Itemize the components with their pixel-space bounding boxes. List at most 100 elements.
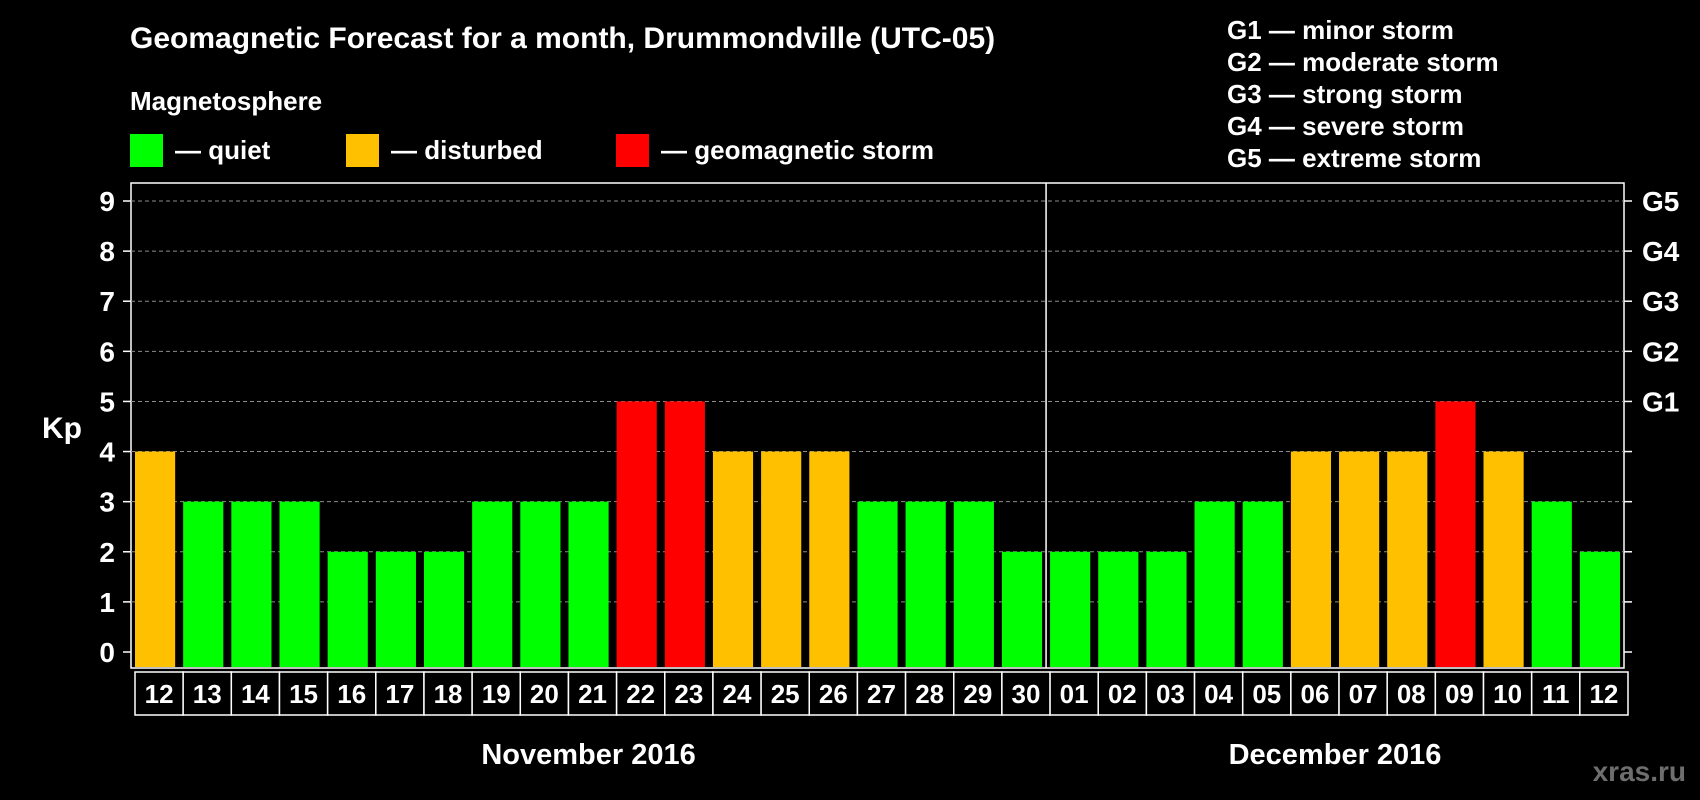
legend-item-disturbed: — disturbed: [346, 134, 543, 167]
g-scale-g4: G4 — severe storm: [1227, 111, 1465, 141]
kp-bar: [423, 551, 465, 667]
day-label: 03: [1156, 679, 1185, 709]
kp-bar: [231, 501, 272, 667]
g-axis-label: G1: [1642, 386, 1679, 417]
y-tick-label: 9: [99, 186, 115, 217]
kp-bar: [857, 501, 898, 667]
day-box: [230, 671, 281, 716]
kp-bar: [327, 551, 368, 667]
day-label: 15: [289, 679, 318, 709]
day-box: [1579, 671, 1629, 716]
legend-label-storm: — geomagnetic storm: [661, 135, 935, 165]
day-label: 21: [578, 679, 607, 709]
day-box: [760, 671, 811, 716]
day-box: [1530, 671, 1581, 716]
day-label: 27: [867, 679, 896, 709]
y-tick-label: 1: [99, 587, 115, 618]
day-label: 07: [1349, 679, 1378, 709]
y-axis-label: Kp: [42, 412, 82, 445]
day-box: [952, 671, 1003, 716]
day-box: [519, 671, 570, 716]
day-box: [1338, 671, 1388, 716]
y-tick-label: 5: [99, 386, 115, 417]
day-box: [1482, 671, 1533, 716]
g-axis-label: G2: [1642, 336, 1679, 367]
kp-bar: [761, 451, 802, 667]
kp-bar: [183, 501, 224, 667]
day-box: [182, 671, 233, 716]
day-label: 06: [1300, 679, 1329, 709]
kp-bar: [1098, 551, 1139, 667]
y-tick-label: 0: [99, 637, 115, 668]
day-label: 30: [1012, 679, 1041, 709]
y-tick-label: 8: [99, 236, 115, 267]
day-label: 19: [482, 679, 511, 709]
day-box: [856, 671, 907, 716]
day-label: 12: [145, 679, 174, 709]
g-scale-legend: G1 — minor storm G2 — moderate storm G3 …: [1227, 14, 1499, 174]
kp-bar: [953, 501, 994, 667]
y-tick-label: 4: [99, 437, 115, 468]
quiet-swatch: [130, 134, 163, 167]
day-box: [423, 671, 473, 716]
day-label: 23: [674, 679, 703, 709]
day-box: [1434, 671, 1485, 716]
day-label: 22: [626, 679, 655, 709]
day-box: [1145, 671, 1196, 716]
day-box: [1049, 671, 1099, 716]
g-scale-g3: G3 — strong storm: [1227, 79, 1463, 109]
day-label: 20: [530, 679, 559, 709]
legend-label-quiet: — quiet: [175, 135, 271, 165]
y-tick-label: 3: [99, 487, 115, 518]
day-box: [567, 671, 618, 716]
day-box: [615, 671, 666, 716]
legend-label-disturbed: — disturbed: [391, 135, 543, 165]
kp-bar: [1050, 551, 1091, 667]
day-label: 17: [385, 679, 414, 709]
kp-bar: [1242, 501, 1283, 667]
day-box: [904, 671, 955, 716]
y-tick-label: 7: [99, 286, 115, 317]
kp-bar: [616, 401, 657, 667]
kp-bar: [1290, 451, 1332, 667]
kp-bar: [1001, 551, 1043, 667]
day-box: [1386, 671, 1437, 716]
day-label: 16: [337, 679, 366, 709]
y-tick-label: 6: [99, 336, 115, 367]
kp-bar: [1483, 451, 1524, 667]
g-scale-g1: G1 — minor storm: [1227, 15, 1454, 45]
day-label: 26: [819, 679, 848, 709]
day-label: 24: [723, 679, 752, 709]
g-scale-g5: G5 — extreme storm: [1227, 143, 1482, 173]
kp-bar: [375, 551, 416, 667]
kp-bar: [135, 451, 176, 667]
kp-bar: [809, 451, 850, 667]
kp-bar: [712, 451, 754, 667]
day-label: 18: [434, 679, 463, 709]
day-box: [278, 671, 329, 716]
kp-bar: [520, 501, 561, 667]
kp-bar: [568, 501, 609, 667]
y-tick-label: 2: [99, 537, 115, 568]
day-box: [808, 671, 859, 716]
day-label: 08: [1397, 679, 1426, 709]
plot-frame: [130, 182, 1625, 669]
kp-bar: [1339, 451, 1380, 667]
g-axis-label: G5: [1642, 186, 1679, 217]
day-label: 13: [193, 679, 222, 709]
kp-bar: [472, 501, 513, 667]
kp-bar: [1531, 501, 1572, 667]
kp-bar: [905, 501, 946, 667]
day-label: 28: [915, 679, 944, 709]
disturbed-swatch: [346, 134, 379, 167]
day-box: [712, 671, 762, 716]
day-box: [326, 671, 377, 716]
day-box: [1241, 671, 1292, 716]
day-label: 12: [1589, 679, 1618, 709]
day-label: 10: [1493, 679, 1522, 709]
legend-item-quiet: — quiet: [130, 134, 270, 167]
storm-swatch: [616, 134, 649, 167]
day-box: [1001, 671, 1051, 716]
kp-bar: [1194, 501, 1235, 667]
